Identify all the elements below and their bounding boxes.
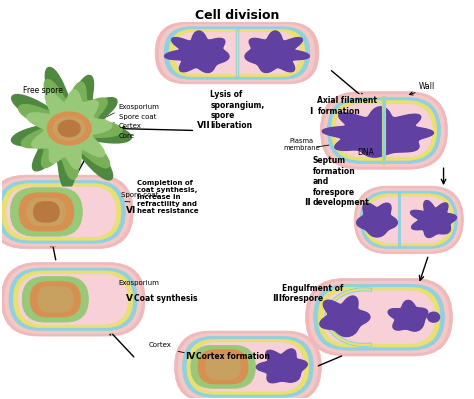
Polygon shape xyxy=(410,201,456,237)
FancyBboxPatch shape xyxy=(178,334,318,399)
FancyBboxPatch shape xyxy=(22,277,88,322)
FancyBboxPatch shape xyxy=(314,284,445,350)
Polygon shape xyxy=(388,300,428,331)
Ellipse shape xyxy=(53,117,85,140)
FancyBboxPatch shape xyxy=(13,271,133,328)
Text: Core: Core xyxy=(119,133,135,139)
FancyBboxPatch shape xyxy=(360,191,457,249)
FancyBboxPatch shape xyxy=(0,175,133,249)
FancyBboxPatch shape xyxy=(323,291,435,344)
FancyBboxPatch shape xyxy=(354,186,464,254)
FancyBboxPatch shape xyxy=(7,187,116,237)
FancyBboxPatch shape xyxy=(169,29,305,77)
FancyBboxPatch shape xyxy=(27,198,66,226)
Polygon shape xyxy=(18,79,122,179)
Text: IV: IV xyxy=(185,352,196,361)
Polygon shape xyxy=(11,67,131,190)
Text: Lysis of
sporangium,
spore
liberation: Lysis of sporangium, spore liberation xyxy=(210,90,264,130)
Text: Cell division: Cell division xyxy=(195,9,279,22)
Ellipse shape xyxy=(58,120,80,137)
FancyBboxPatch shape xyxy=(9,268,137,330)
FancyBboxPatch shape xyxy=(37,286,73,312)
FancyBboxPatch shape xyxy=(1,184,121,240)
FancyBboxPatch shape xyxy=(336,104,432,157)
Text: Exosporium: Exosporium xyxy=(119,104,160,110)
Polygon shape xyxy=(322,107,434,157)
Text: Plasma
membrane: Plasma membrane xyxy=(283,138,320,151)
Text: III: III xyxy=(272,294,282,303)
Text: II: II xyxy=(304,198,311,207)
FancyBboxPatch shape xyxy=(328,98,440,164)
FancyBboxPatch shape xyxy=(331,101,437,160)
Text: Cortex: Cortex xyxy=(149,342,172,348)
FancyBboxPatch shape xyxy=(182,336,313,397)
Text: Engulfment of
forespore: Engulfment of forespore xyxy=(282,284,343,303)
FancyBboxPatch shape xyxy=(155,22,319,84)
FancyBboxPatch shape xyxy=(357,188,461,251)
FancyBboxPatch shape xyxy=(318,287,440,347)
FancyBboxPatch shape xyxy=(324,95,444,166)
Text: Exosporium: Exosporium xyxy=(119,280,160,286)
FancyBboxPatch shape xyxy=(191,346,255,388)
Text: DNA: DNA xyxy=(357,148,374,157)
FancyBboxPatch shape xyxy=(10,188,82,236)
FancyBboxPatch shape xyxy=(18,275,128,324)
FancyBboxPatch shape xyxy=(364,194,454,246)
Text: Axial filament
formation: Axial filament formation xyxy=(318,96,377,116)
Polygon shape xyxy=(320,296,370,336)
FancyBboxPatch shape xyxy=(0,178,129,246)
Polygon shape xyxy=(164,31,229,73)
Polygon shape xyxy=(27,90,112,169)
Text: Cortex: Cortex xyxy=(119,124,142,130)
Text: I: I xyxy=(310,107,313,116)
FancyBboxPatch shape xyxy=(198,350,248,384)
FancyBboxPatch shape xyxy=(192,342,304,391)
Polygon shape xyxy=(245,31,310,73)
Text: VI: VI xyxy=(126,206,136,215)
Text: Coat synthesis: Coat synthesis xyxy=(134,294,197,303)
FancyBboxPatch shape xyxy=(5,265,142,334)
Ellipse shape xyxy=(428,312,439,322)
Polygon shape xyxy=(357,203,397,237)
FancyBboxPatch shape xyxy=(33,201,59,222)
FancyBboxPatch shape xyxy=(187,339,309,394)
FancyBboxPatch shape xyxy=(175,32,299,74)
Text: Free spore: Free spore xyxy=(24,86,64,95)
FancyBboxPatch shape xyxy=(1,263,145,336)
Polygon shape xyxy=(256,349,307,383)
FancyBboxPatch shape xyxy=(306,279,453,356)
Text: V: V xyxy=(126,294,133,303)
FancyBboxPatch shape xyxy=(367,197,450,243)
Text: VII: VII xyxy=(197,122,211,130)
FancyBboxPatch shape xyxy=(19,193,73,231)
FancyBboxPatch shape xyxy=(320,92,447,169)
FancyBboxPatch shape xyxy=(30,282,81,317)
FancyBboxPatch shape xyxy=(164,27,310,79)
Text: Wall: Wall xyxy=(419,82,435,91)
Text: Spore coat: Spore coat xyxy=(119,114,156,120)
Ellipse shape xyxy=(47,112,91,145)
Text: Completion of
coat synthesis,
increase in
refractility and
heat resistance: Completion of coat synthesis, increase i… xyxy=(137,180,198,214)
FancyBboxPatch shape xyxy=(309,281,449,353)
FancyBboxPatch shape xyxy=(159,24,315,82)
Text: Cortex formation: Cortex formation xyxy=(196,352,270,361)
FancyBboxPatch shape xyxy=(174,331,321,399)
Text: Spore coat: Spore coat xyxy=(121,192,158,198)
FancyBboxPatch shape xyxy=(205,354,241,380)
Text: Septum
formation
and
forespore
development: Septum formation and forespore developme… xyxy=(312,156,369,207)
FancyBboxPatch shape xyxy=(0,181,125,243)
